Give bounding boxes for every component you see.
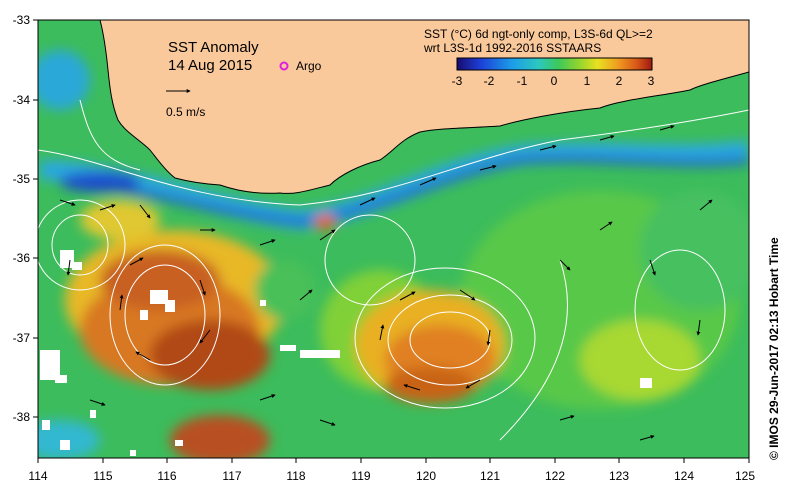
- map-date: 14 Aug 2015: [168, 57, 252, 74]
- y-axis: [33, 19, 38, 418]
- y-tick-label: -37: [13, 331, 31, 345]
- argo-legend: Argo: [279, 59, 322, 73]
- plot-frame: [37, 19, 750, 459]
- argo-label: Argo: [296, 59, 322, 73]
- colorbar-tick: 2: [616, 74, 623, 88]
- colorbar-tick: 0: [551, 74, 558, 88]
- ssh-contours: [38, 99, 749, 441]
- imos-credit: © IMOS 29-Jun-2017 02:13 Hobart Time: [767, 237, 781, 460]
- scale-label: 0.5 m/s: [166, 105, 205, 119]
- anomaly-blobs: [38, 50, 749, 458]
- x-tick-label: 122: [545, 469, 565, 483]
- velocity-scale: 0.5 m/s: [166, 89, 205, 119]
- x-tick-label: 118: [286, 469, 305, 483]
- x-tick-label: 124: [674, 469, 694, 483]
- y-tick-label: -35: [13, 172, 31, 186]
- y-tick-label: -34: [13, 93, 31, 107]
- x-tick-label: 114: [28, 469, 47, 483]
- colorbar-tick: 1: [584, 74, 591, 88]
- x-tick-label: 120: [416, 469, 436, 483]
- x-tick-label: 119: [351, 469, 370, 483]
- y-tick-label: -33: [13, 13, 31, 27]
- colorbar-tick: 3: [648, 74, 655, 88]
- x-tick-label: 116: [157, 469, 176, 483]
- x-tick-label: 117: [222, 469, 241, 483]
- y-tick-labels: -33 -34 -35 -36 -37 -38: [13, 13, 31, 424]
- colorbar: SST (°C) 6d ngt-only comp, L3S-6d QL>=2 …: [423, 27, 655, 88]
- y-tick-label: -38: [13, 410, 31, 424]
- x-tick-label: 115: [93, 469, 112, 483]
- colorbar-tick: -3: [452, 74, 463, 88]
- x-tick-label: 123: [609, 469, 629, 483]
- x-axis: [37, 458, 750, 463]
- colorbar-tick: -2: [484, 74, 495, 88]
- x-tick-labels: 114 115 116 117 118 119 120 121 122 123 …: [28, 469, 755, 483]
- y-tick-label: -36: [13, 251, 31, 265]
- x-tick-label: 121: [480, 469, 500, 483]
- colorbar-title-line1: SST (°C) 6d ngt-only comp, L3S-6d QL>=2: [424, 27, 653, 41]
- map-title: SST Anomaly: [168, 39, 259, 56]
- colorbar-title-line2: wrt L3S-1d 1992-2016 SSTAARS: [423, 41, 601, 55]
- colorbar-tick: -1: [517, 74, 528, 88]
- current-vectors: [59, 124, 713, 441]
- cloud-mask: [40, 250, 652, 456]
- x-tick-label: 125: [735, 469, 755, 483]
- argo-marker-icon: [279, 61, 289, 71]
- colorbar-gradient: [456, 57, 653, 71]
